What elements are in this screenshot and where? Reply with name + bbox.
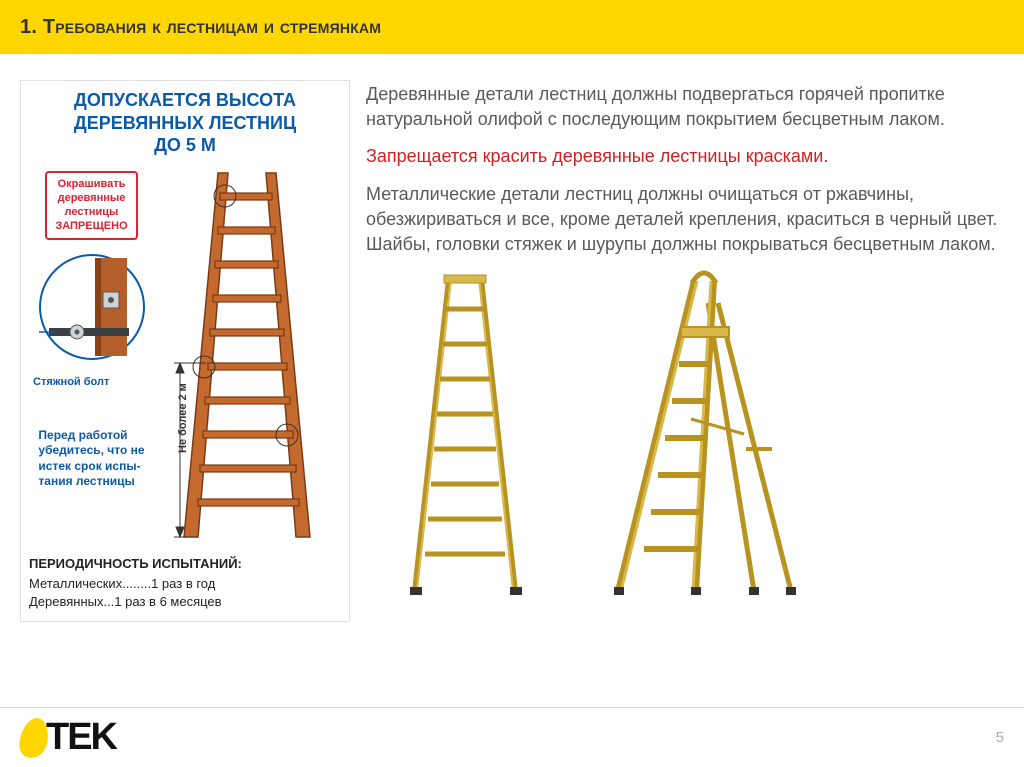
height-limit-label: Не более 2 м bbox=[177, 383, 189, 453]
footer: TEK 5 bbox=[0, 707, 1024, 767]
page-number: 5 bbox=[996, 729, 1004, 746]
bolt-detail-icon bbox=[37, 252, 147, 362]
warn-line: деревянные bbox=[55, 191, 127, 205]
paragraph: Металлические детали лестниц должны очищ… bbox=[366, 182, 1004, 258]
page-title: 1. Требования к лестницам и стремянкам bbox=[20, 16, 381, 39]
prework-note: Перед работой убедитесь, что не истек ср… bbox=[34, 428, 148, 490]
straight-ladder-icon bbox=[396, 269, 536, 599]
right-text-panel: Деревянные детали лестниц должны подверг… bbox=[366, 80, 1004, 622]
step-ladder-icon bbox=[596, 269, 816, 599]
prework-line: Перед работой bbox=[38, 428, 144, 444]
test-periodicity: ПЕРИОДИЧНОСТЬ ИСПЫТАНИЙ: Металлических..… bbox=[29, 555, 341, 612]
ladder-figures bbox=[366, 269, 1004, 599]
warn-line: лестницы bbox=[55, 205, 127, 219]
paragraph: Деревянные детали лестниц должны подверг… bbox=[366, 82, 1004, 132]
warn-line: Окрашивать bbox=[55, 177, 127, 191]
period-line: Металлических........1 раз в год bbox=[29, 575, 341, 593]
warn-line: ЗАПРЕЩЕНО bbox=[55, 219, 127, 233]
left-title-line: ДО 5 М bbox=[29, 134, 341, 157]
bolt-label: Стяжной болт bbox=[29, 376, 154, 388]
prework-line: тания лестницы bbox=[38, 474, 144, 490]
dtek-logo: TEK bbox=[20, 716, 116, 759]
diagram-callouts: Окрашивать деревянные лестницы ЗАПРЕЩЕНО bbox=[29, 165, 154, 545]
paint-warning-box: Окрашивать деревянные лестницы ЗАПРЕЩЕНО bbox=[45, 171, 137, 240]
content-area: ДОПУСКАЕТСЯ ВЫСОТА ДЕРЕВЯННЫХ ЛЕСТНИЦ ДО… bbox=[0, 54, 1024, 622]
logo-text: TEK bbox=[46, 716, 116, 759]
period-line: Деревянных...1 раз в 6 месяцев bbox=[29, 593, 341, 611]
left-title-line: ДОПУСКАЕТСЯ ВЫСОТА bbox=[29, 89, 341, 112]
prework-line: убедитесь, что не bbox=[38, 443, 144, 459]
left-title-line: ДЕРЕВЯННЫХ ЛЕСТНИЦ bbox=[29, 112, 341, 135]
prohibition-paragraph: Запрещается красить деревянные лестницы … bbox=[366, 144, 1004, 169]
wooden-ladder-diagram bbox=[154, 165, 341, 545]
period-title: ПЕРИОДИЧНОСТЬ ИСПЫТАНИЙ: bbox=[29, 555, 341, 573]
diagram-wrap: Окрашивать деревянные лестницы ЗАПРЕЩЕНО bbox=[29, 165, 341, 545]
prework-line: истек срок испы- bbox=[38, 459, 144, 475]
left-infographic: ДОПУСКАЕТСЯ ВЫСОТА ДЕРЕВЯННЫХ ЛЕСТНИЦ ДО… bbox=[20, 80, 350, 622]
left-title: ДОПУСКАЕТСЯ ВЫСОТА ДЕРЕВЯННЫХ ЛЕСТНИЦ ДО… bbox=[29, 89, 341, 157]
header-bar: 1. Требования к лестницам и стремянкам bbox=[0, 0, 1024, 54]
